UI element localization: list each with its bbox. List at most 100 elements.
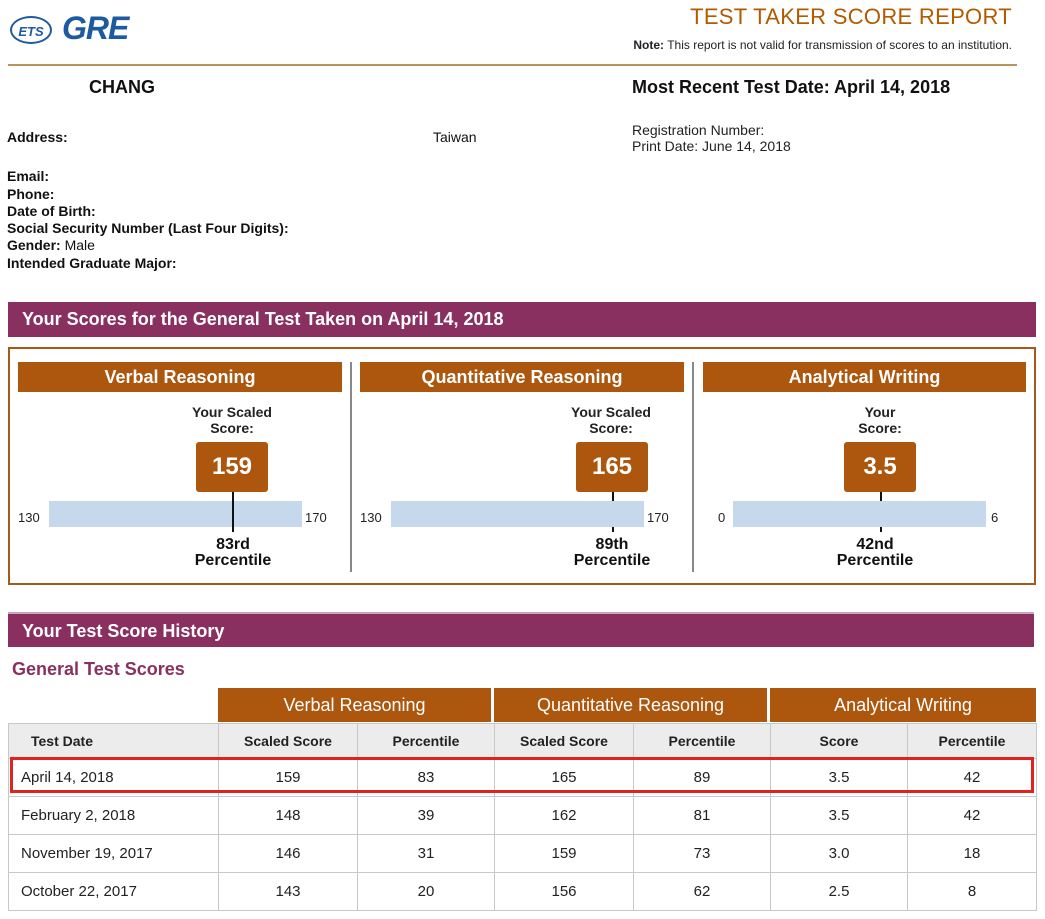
cell-verbal-score: 146 — [218, 834, 358, 873]
most-recent-test-date: Most Recent Test Date: April 14, 2018 — [632, 77, 951, 97]
percentile-rank: 83rd — [216, 536, 250, 553]
score-scale-bar — [49, 501, 302, 527]
group-header-verbal: Verbal Reasoning — [218, 688, 491, 722]
gender-value: Male — [64, 237, 95, 253]
address-country: Taiwan — [433, 129, 477, 145]
cell-writing-score: 2.5 — [770, 872, 908, 911]
scaled-score-label: Your Score: — [820, 404, 940, 436]
note-text: This report is not valid for transmissio… — [667, 38, 1012, 52]
cell-writing-score: 3.0 — [770, 834, 908, 873]
table-header-row: Test Date Scaled Score Percentile Scaled… — [8, 723, 1037, 759]
phone-label: Phone: — [7, 186, 55, 202]
score-value-box: 165 — [576, 442, 648, 492]
panel-heading: Verbal Reasoning — [18, 362, 342, 392]
column-header: Scaled Score — [494, 723, 634, 759]
cell-verbal-score: 148 — [218, 796, 358, 835]
recent-row-highlight — [10, 757, 1034, 793]
cell-verbal-percentile: 31 — [357, 834, 495, 873]
panel-divider — [692, 362, 694, 572]
scale-min: 0 — [718, 510, 726, 525]
cell-test-date: February 2, 2018 — [8, 796, 219, 835]
scaled-score-label-line2: Score: — [589, 420, 633, 436]
score-scale-bar — [391, 501, 644, 527]
general-test-scores-title: General Test Scores — [12, 659, 185, 679]
score-value-box: 3.5 — [844, 442, 916, 492]
gender-label: Gender: — [7, 237, 61, 253]
registration-number-label: Registration Number: — [632, 122, 765, 138]
scale-max: 170 — [647, 510, 669, 525]
column-header: Percentile — [357, 723, 495, 759]
dob-label: Date of Birth: — [7, 203, 96, 219]
column-header: Score — [770, 723, 908, 759]
note-label: Note: — [633, 38, 665, 52]
gender-row: Gender: Male — [7, 237, 95, 253]
scale-max: 170 — [305, 510, 327, 525]
cell-quant-score: 156 — [494, 872, 634, 911]
percentile-rank: 42nd — [856, 536, 894, 553]
quantitative-score-panel: Quantitative Reasoning Your Scaled Score… — [360, 362, 684, 577]
cell-writing-percentile: 8 — [907, 872, 1037, 911]
cell-quant-percentile: 62 — [633, 872, 771, 911]
table-row: February 2, 2018 148 39 162 81 3.5 42 — [8, 796, 1037, 835]
table-row: November 19, 2017 146 31 159 73 3.0 18 — [8, 834, 1037, 873]
column-header: Percentile — [633, 723, 771, 759]
scores-section-title: Your Scores for the General Test Taken o… — [8, 302, 1036, 337]
address-label: Address: — [7, 129, 68, 145]
panel-heading: Quantitative Reasoning — [360, 362, 684, 392]
cell-verbal-percentile: 20 — [357, 872, 495, 911]
table-row: October 22, 2017 143 20 156 62 2.5 8 — [8, 872, 1037, 911]
cell-writing-percentile: 42 — [907, 796, 1037, 835]
percentile-label: 89th Percentile — [547, 537, 677, 569]
cell-quant-percentile: 73 — [633, 834, 771, 873]
column-header: Percentile — [907, 723, 1037, 759]
score-value-box: 159 — [196, 442, 268, 492]
panel-divider — [350, 362, 352, 572]
cell-verbal-percentile: 39 — [357, 796, 495, 835]
cell-writing-score: 3.5 — [770, 796, 908, 835]
scaled-score-label-line1: Your Scaled — [571, 404, 651, 420]
header-divider — [8, 64, 1017, 66]
column-header: Scaled Score — [218, 723, 358, 759]
ets-logo: ETS — [10, 16, 52, 44]
report-title: TEST TAKER SCORE REPORT — [690, 4, 1012, 29]
score-marker — [232, 501, 234, 527]
score-panels — [8, 347, 1036, 585]
score-scale-bar — [733, 501, 986, 527]
scaled-score-label-line2: Score: — [210, 420, 254, 436]
report-note: Note: This report is not valid for trans… — [633, 38, 1012, 52]
group-header-quant: Quantitative Reasoning — [494, 688, 767, 722]
scaled-score-label-line1: Your — [864, 404, 896, 420]
print-date: Print Date: June 14, 2018 — [632, 138, 791, 154]
percentile-word: Percentile — [194, 552, 272, 569]
scale-max: 6 — [991, 510, 999, 525]
score-history-table: Test Date Scaled Score Percentile Scaled… — [8, 723, 1037, 911]
major-label: Intended Graduate Major: — [7, 255, 177, 271]
verbal-score-panel: Verbal Reasoning Your Scaled Score: 159 … — [18, 362, 342, 577]
column-header: Test Date — [8, 723, 219, 759]
scaled-score-label: Your Scaled Score: — [551, 404, 671, 436]
candidate-name: CHANG — [89, 77, 155, 97]
percentile-label: 42nd Percentile — [810, 537, 940, 569]
percentile-word: Percentile — [836, 552, 914, 569]
cell-quant-percentile: 81 — [633, 796, 771, 835]
scaled-score-label: Your Scaled Score: — [172, 404, 292, 436]
history-section-title: Your Test Score History — [8, 612, 1034, 647]
scale-min: 130 — [360, 510, 382, 525]
scale-min: 130 — [18, 510, 40, 525]
email-label: Email: — [7, 168, 50, 184]
cell-quant-score: 162 — [494, 796, 634, 835]
cell-writing-percentile: 18 — [907, 834, 1037, 873]
group-header-writing: Analytical Writing — [770, 688, 1036, 722]
ssn-label: Social Security Number (Last Four Digits… — [7, 220, 289, 236]
cell-verbal-score: 143 — [218, 872, 358, 911]
gre-logo: GRE — [62, 10, 129, 46]
cell-test-date: November 19, 2017 — [8, 834, 219, 873]
panel-heading: Analytical Writing — [703, 362, 1026, 392]
percentile-rank: 89th — [595, 536, 629, 553]
scaled-score-label-line1: Your Scaled — [192, 404, 272, 420]
percentile-word: Percentile — [573, 552, 651, 569]
cell-test-date: October 22, 2017 — [8, 872, 219, 911]
cell-quant-score: 159 — [494, 834, 634, 873]
analytical-writing-panel: Analytical Writing Your Score: 3.5 0 6 4… — [703, 362, 1026, 577]
scaled-score-label-line2: Score: — [858, 420, 902, 436]
